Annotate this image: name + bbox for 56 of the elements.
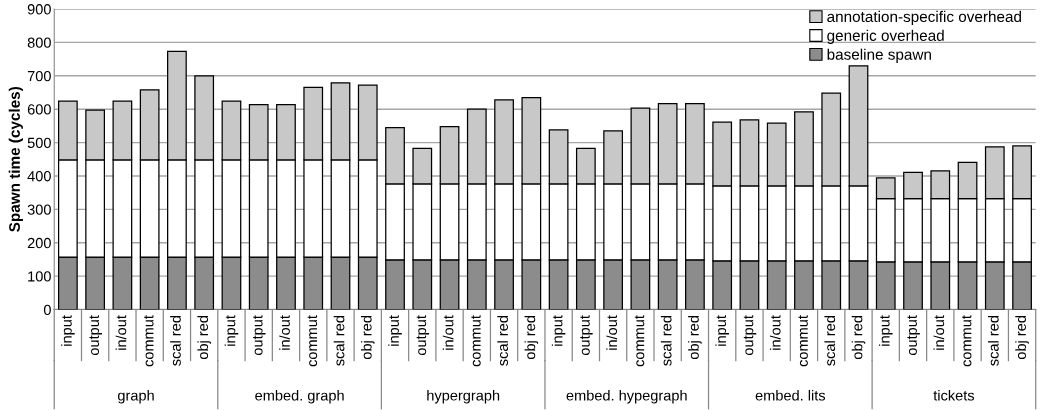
y-tick-label: 500 xyxy=(27,137,51,149)
x-tick-label: obj red xyxy=(851,316,866,360)
x-tick-label: input xyxy=(388,315,402,346)
x-tick-label: scal red xyxy=(824,316,836,366)
y-tick-label: 600 xyxy=(27,104,51,115)
text: tickets xyxy=(933,389,975,401)
x-tick-label: input xyxy=(61,315,75,346)
y-tick-label: 0 xyxy=(43,304,51,315)
text: hypergraph xyxy=(427,389,500,404)
x-tick-label: in/out xyxy=(933,315,945,350)
x-tick-label: input xyxy=(878,315,893,346)
x-tick-label: output xyxy=(89,315,102,356)
x-tick-label: scal red xyxy=(170,316,181,366)
y-tick-label: 300 xyxy=(27,204,51,215)
x-tick-label: in/out xyxy=(442,315,454,350)
x-tick-label: scal red xyxy=(660,316,672,366)
y-tick-label: 800 xyxy=(27,37,51,48)
legend-label: generic overhead xyxy=(827,29,944,44)
x-tick-label: output xyxy=(907,315,920,356)
x-tick-label: scal red xyxy=(333,316,345,366)
y-tick-label: 100 xyxy=(28,271,51,282)
text: graph xyxy=(117,389,154,404)
x-tick-label: output xyxy=(416,315,430,356)
x-tick-label: in/out xyxy=(769,315,781,350)
x-tick-label: commut xyxy=(471,315,481,367)
x-tick-label: scal red xyxy=(988,316,999,366)
y-axis-title: Spawn time (cycles) xyxy=(8,87,23,232)
legend-label: annotation-specific overhead xyxy=(827,10,1021,26)
legend-label: baseline spawn xyxy=(827,48,931,63)
y-tick-label: 200 xyxy=(27,237,51,249)
x-tick-label: commut xyxy=(144,315,154,367)
x-tick-label: scal red xyxy=(497,316,508,366)
x-tick-label: input xyxy=(224,315,239,346)
x-tick-label: output xyxy=(580,315,593,356)
x-tick-label: obj red xyxy=(1015,316,1029,360)
x-tick-label: output xyxy=(253,315,266,356)
text: embed. hypegraph xyxy=(566,389,687,404)
x-tick-label: input xyxy=(551,315,566,346)
x-tick-label: obj red xyxy=(524,316,539,360)
x-tick-label: commut xyxy=(307,315,318,367)
x-tick-label: obj red xyxy=(688,316,702,360)
y-tick-label: 400 xyxy=(27,171,51,182)
x-tick-label: input xyxy=(715,315,729,346)
text: embed. graph xyxy=(255,389,344,404)
x-tick-label: output xyxy=(743,315,757,356)
x-tick-label: commut xyxy=(961,315,972,367)
x-tick-label: obj red xyxy=(197,316,211,360)
x-tick-label: commut xyxy=(798,315,808,367)
x-tick-label: in/out xyxy=(115,315,127,350)
y-tick-label: 900 xyxy=(27,4,51,15)
x-tick-label: in/out xyxy=(279,315,290,350)
x-tick-label: in/out xyxy=(606,315,618,350)
y-tick-label: 700 xyxy=(27,70,51,82)
text: embed. lits xyxy=(755,389,826,401)
x-tick-label: commut xyxy=(634,315,645,367)
x-tick-label: obj red xyxy=(360,316,375,360)
